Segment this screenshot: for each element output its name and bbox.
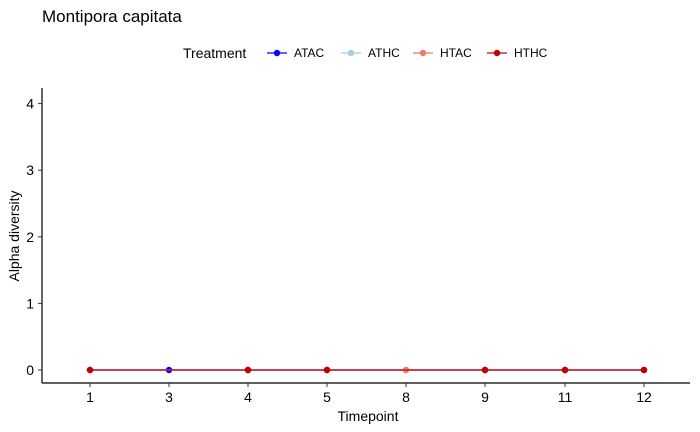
series-layer [86, 366, 648, 374]
data-point [561, 366, 569, 374]
data-point [640, 366, 648, 374]
data-point [323, 366, 331, 374]
legend-label: ATHC [368, 46, 400, 60]
legend-label: HTAC [440, 46, 472, 60]
x-tick-label: 1 [86, 389, 94, 405]
x-axis-label: Timepoint [338, 408, 399, 424]
legend-item-hthc: HTHC [487, 46, 548, 60]
x-tick-label: 5 [323, 389, 331, 405]
x-tick-label: 8 [402, 389, 410, 405]
y-axis-label: Alpha diversity [6, 190, 22, 281]
legend: Treatment ATAC ATHC HTAC HTHC [183, 45, 548, 61]
x-tick-label: 4 [244, 389, 252, 405]
legend-title: Treatment [183, 45, 246, 61]
chart-title: Montipora capitata [42, 7, 182, 26]
y-tick-label: 1 [26, 295, 34, 311]
legend-label: ATAC [294, 46, 325, 60]
legend-label: HTHC [514, 46, 548, 60]
data-point [86, 366, 94, 374]
legend-key-point [493, 49, 501, 57]
x-tick-label: 3 [165, 389, 173, 405]
legend-key-point [273, 49, 281, 57]
legend-item-atac: ATAC [267, 46, 325, 60]
data-point [244, 366, 252, 374]
legend-key-point [347, 49, 355, 57]
legend-item-htac: HTAC [413, 46, 472, 60]
y-tick-label: 3 [26, 162, 34, 178]
series-hthc [86, 366, 648, 374]
legend-item-athc: ATHC [341, 46, 400, 60]
x-tick-label: 11 [558, 389, 573, 405]
x-tick-label: 12 [636, 389, 652, 405]
y-tick-label: 0 [26, 362, 34, 378]
y-tick-label: 2 [26, 229, 34, 245]
y-tick-label: 4 [26, 96, 34, 112]
data-point [481, 366, 489, 374]
x-tick-label: 9 [481, 389, 489, 405]
legend-key-point [419, 49, 427, 57]
